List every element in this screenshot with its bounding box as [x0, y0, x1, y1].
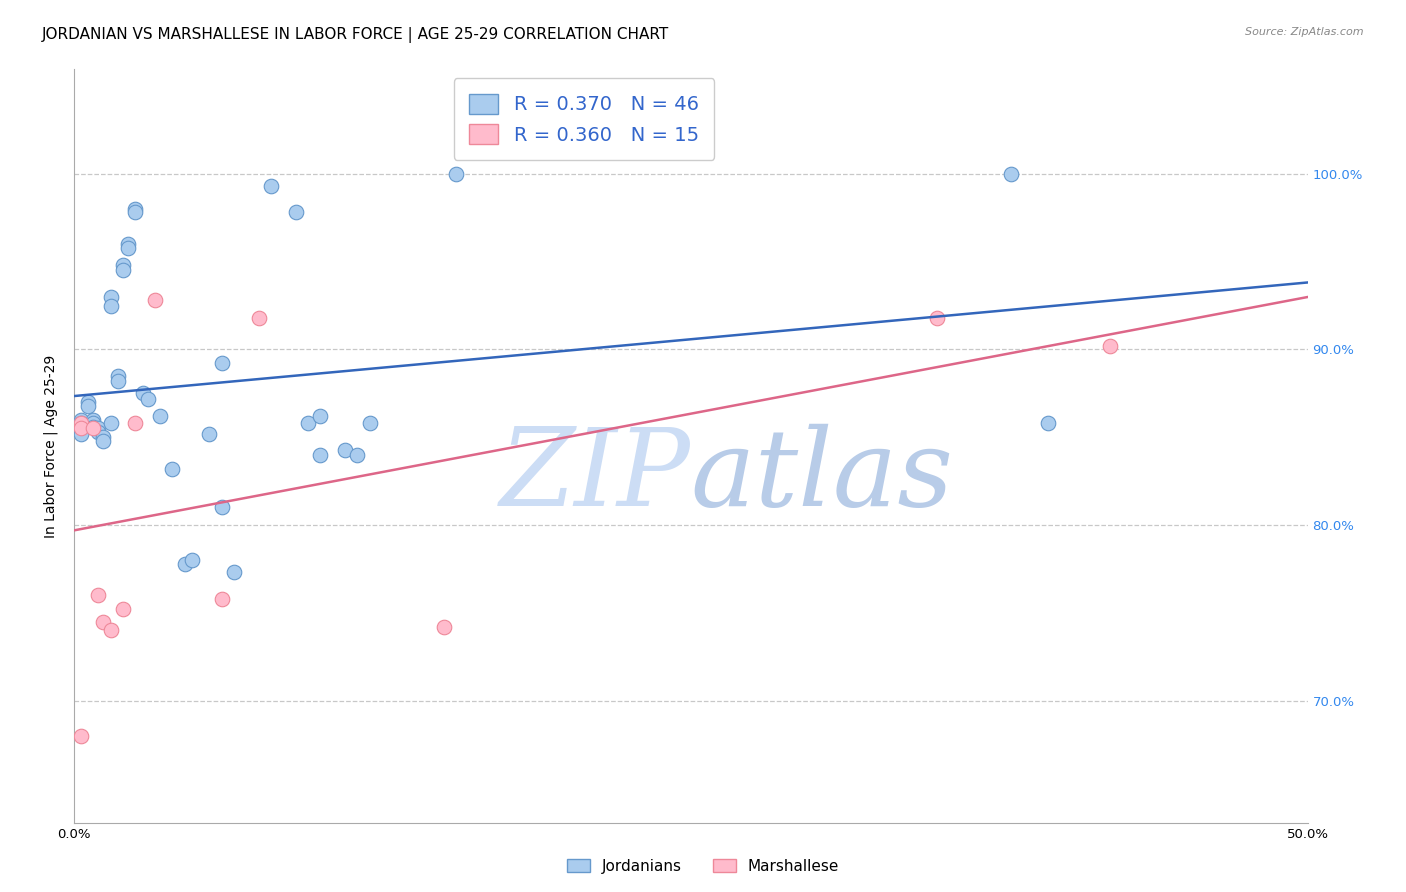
Jordanians	[70, 412, 93, 426]
Jordanians	[100, 416, 122, 430]
Jordanians	[107, 368, 129, 383]
Y-axis label: In Labor Force | Age 25-29: In Labor Force | Age 25-29	[44, 354, 58, 538]
Jordanians	[82, 416, 104, 430]
Jordanians	[211, 500, 233, 515]
Jordanians	[87, 425, 110, 439]
Marshallese	[433, 620, 456, 634]
Jordanians	[1038, 416, 1060, 430]
Jordanians	[346, 448, 368, 462]
Jordanians	[100, 290, 122, 304]
Jordanians	[91, 430, 114, 444]
Legend: R = 0.370   N = 46, R = 0.360   N = 15: R = 0.370 N = 46, R = 0.360 N = 15	[454, 78, 714, 161]
Jordanians	[117, 237, 139, 252]
Marshallese	[82, 421, 104, 435]
Jordanians	[70, 423, 93, 437]
Text: atlas: atlas	[690, 424, 953, 529]
Jordanians	[284, 205, 307, 219]
Jordanians	[162, 462, 184, 476]
Jordanians	[70, 419, 93, 434]
Jordanians	[309, 409, 332, 424]
Jordanians	[87, 421, 110, 435]
Jordanians	[173, 557, 195, 571]
Legend: Jordanians, Marshallese: Jordanians, Marshallese	[561, 853, 845, 880]
Text: JORDANIAN VS MARSHALLESE IN LABOR FORCE | AGE 25-29 CORRELATION CHART: JORDANIAN VS MARSHALLESE IN LABOR FORCE …	[42, 27, 669, 43]
Jordanians	[260, 179, 283, 194]
Jordanians	[77, 395, 100, 409]
Text: ZIP: ZIP	[499, 424, 690, 529]
Jordanians	[70, 416, 93, 430]
Jordanians	[359, 416, 381, 430]
Jordanians	[297, 416, 319, 430]
Jordanians	[211, 356, 233, 370]
Jordanians	[444, 167, 467, 181]
Jordanians	[100, 299, 122, 313]
Jordanians	[107, 374, 129, 388]
Text: Source: ZipAtlas.com: Source: ZipAtlas.com	[1246, 27, 1364, 37]
Marshallese	[111, 602, 134, 616]
Marshallese	[927, 310, 949, 325]
Marshallese	[1099, 339, 1122, 353]
Jordanians	[77, 399, 100, 413]
Jordanians	[1000, 167, 1022, 181]
Marshallese	[70, 729, 93, 743]
Marshallese	[70, 421, 93, 435]
Jordanians	[124, 205, 146, 219]
Jordanians	[111, 263, 134, 277]
Jordanians	[222, 566, 245, 580]
Marshallese	[211, 591, 233, 606]
Marshallese	[247, 310, 270, 325]
Marshallese	[87, 588, 110, 602]
Jordanians	[82, 412, 104, 426]
Jordanians	[111, 258, 134, 272]
Jordanians	[181, 553, 204, 567]
Marshallese	[124, 416, 146, 430]
Jordanians	[198, 426, 221, 441]
Marshallese	[100, 624, 122, 638]
Jordanians	[117, 241, 139, 255]
Jordanians	[136, 392, 159, 406]
Jordanians	[91, 434, 114, 448]
Marshallese	[70, 416, 93, 430]
Jordanians	[149, 409, 172, 424]
Jordanians	[309, 448, 332, 462]
Jordanians	[82, 419, 104, 434]
Marshallese	[143, 293, 166, 308]
Jordanians	[70, 426, 93, 441]
Marshallese	[91, 615, 114, 629]
Jordanians	[333, 442, 356, 457]
Jordanians	[131, 386, 153, 401]
Jordanians	[124, 202, 146, 216]
